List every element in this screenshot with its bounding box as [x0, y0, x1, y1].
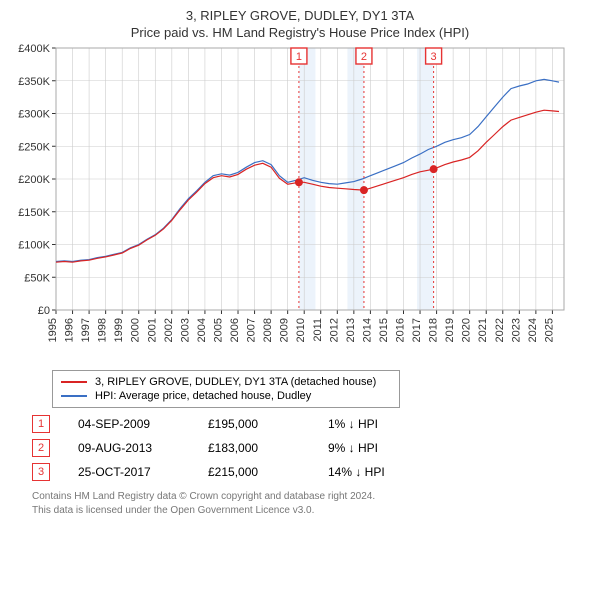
legend-label: 3, RIPLEY GROVE, DUDLEY, DY1 3TA (detach… — [95, 376, 376, 388]
sale-price: £215,000 — [208, 465, 328, 479]
svg-text:1997: 1997 — [80, 318, 92, 342]
svg-text:2013: 2013 — [345, 318, 357, 342]
svg-text:£300K: £300K — [18, 109, 50, 121]
svg-text:1: 1 — [296, 51, 302, 63]
svg-text:2020: 2020 — [461, 318, 473, 342]
svg-text:2022: 2022 — [494, 318, 506, 342]
svg-text:£250K: £250K — [18, 141, 50, 153]
svg-text:2001: 2001 — [146, 318, 158, 342]
svg-text:£200K: £200K — [18, 174, 50, 186]
title-block: 3, RIPLEY GROVE, DUDLEY, DY1 3TA Price p… — [0, 0, 600, 44]
sale-price: £183,000 — [208, 441, 328, 455]
sale-row: 2 09-AUG-2013 £183,000 9% ↓ HPI — [32, 436, 588, 460]
legend: 3, RIPLEY GROVE, DUDLEY, DY1 3TA (detach… — [52, 370, 400, 408]
sale-marker: 2 — [32, 439, 50, 457]
legend-swatch — [61, 381, 87, 383]
svg-text:2023: 2023 — [510, 318, 522, 342]
svg-text:2009: 2009 — [279, 318, 291, 342]
sale-diff: 1% ↓ HPI — [328, 417, 438, 431]
sale-price: £195,000 — [208, 417, 328, 431]
svg-text:2018: 2018 — [428, 318, 440, 342]
chart-area: £0 £50K £100K £150K £200K £250K £300K £350K £400… — [8, 44, 588, 364]
svg-text:2006: 2006 — [229, 318, 241, 342]
svg-text:2010: 2010 — [295, 318, 307, 342]
svg-text:2012: 2012 — [328, 318, 340, 342]
svg-text:£150K: £150K — [18, 207, 50, 219]
footnote-line: This data is licensed under the Open Gov… — [32, 504, 588, 518]
svg-text:1995: 1995 — [47, 318, 59, 342]
svg-text:2025: 2025 — [543, 318, 555, 342]
svg-text:£50K: £50K — [24, 272, 50, 284]
sale-date: 25-OCT-2017 — [78, 465, 208, 479]
svg-text:2008: 2008 — [262, 318, 274, 342]
svg-text:2005: 2005 — [212, 318, 224, 342]
legend-row: HPI: Average price, detached house, Dudl… — [61, 389, 391, 403]
sale-diff: 14% ↓ HPI — [328, 465, 438, 479]
svg-text:2: 2 — [361, 51, 367, 63]
sale-date: 09-AUG-2013 — [78, 441, 208, 455]
chart-svg: £0 £50K £100K £150K £200K £250K £300K £350K £400… — [8, 44, 568, 364]
svg-text:£400K: £400K — [18, 44, 50, 55]
svg-text:3: 3 — [431, 51, 437, 63]
title-subtitle: Price paid vs. HM Land Registry's House … — [0, 25, 600, 40]
sale-row: 3 25-OCT-2017 £215,000 14% ↓ HPI — [32, 460, 588, 484]
footnote-line: Contains HM Land Registry data © Crown c… — [32, 490, 588, 504]
sale-date: 04-SEP-2009 — [78, 417, 208, 431]
svg-text:£100K: £100K — [18, 240, 50, 252]
svg-text:2015: 2015 — [378, 318, 390, 342]
svg-text:2016: 2016 — [394, 318, 406, 342]
svg-text:1999: 1999 — [113, 318, 125, 342]
sale-marker: 1 — [32, 415, 50, 433]
sales-table: 1 04-SEP-2009 £195,000 1% ↓ HPI 2 09-AUG… — [32, 412, 588, 484]
chart-figure: 3, RIPLEY GROVE, DUDLEY, DY1 3TA Price p… — [0, 0, 600, 517]
svg-text:2024: 2024 — [527, 318, 539, 342]
svg-text:2007: 2007 — [246, 318, 258, 342]
svg-text:2002: 2002 — [163, 318, 175, 342]
legend-row: 3, RIPLEY GROVE, DUDLEY, DY1 3TA (detach… — [61, 375, 391, 389]
svg-text:1996: 1996 — [64, 318, 76, 342]
svg-text:2003: 2003 — [179, 318, 191, 342]
sale-marker: 3 — [32, 463, 50, 481]
svg-text:£0: £0 — [38, 305, 50, 317]
svg-text:2021: 2021 — [477, 318, 489, 342]
svg-text:2004: 2004 — [196, 318, 208, 342]
legend-swatch — [61, 395, 87, 397]
sale-row: 1 04-SEP-2009 £195,000 1% ↓ HPI — [32, 412, 588, 436]
svg-text:2011: 2011 — [312, 318, 324, 342]
footnote: Contains HM Land Registry data © Crown c… — [32, 490, 588, 517]
sale-diff: 9% ↓ HPI — [328, 441, 438, 455]
title-address: 3, RIPLEY GROVE, DUDLEY, DY1 3TA — [0, 8, 600, 23]
svg-text:1998: 1998 — [97, 318, 109, 342]
svg-text:2017: 2017 — [411, 318, 423, 342]
svg-text:£350K: £350K — [18, 76, 50, 88]
legend-label: HPI: Average price, detached house, Dudl… — [95, 390, 311, 402]
svg-text:2019: 2019 — [444, 318, 456, 342]
svg-text:2014: 2014 — [361, 318, 373, 342]
svg-text:2000: 2000 — [130, 318, 142, 342]
